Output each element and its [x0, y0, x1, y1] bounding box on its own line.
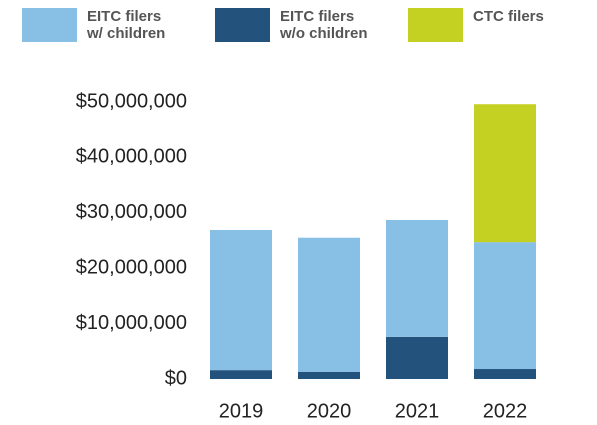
- bar-segment: [474, 242, 536, 370]
- x-tick-label: 2020: [307, 400, 352, 422]
- y-tick-label: $40,000,000: [76, 146, 187, 168]
- y-tick-label: $0: [165, 367, 187, 389]
- legend-item: EITC filers w/o children: [215, 8, 372, 42]
- legend-item: CTC filers: [408, 8, 565, 42]
- y-tick-label: $10,000,000: [76, 312, 187, 334]
- bar-segment: [298, 371, 360, 379]
- x-tick-label: 2021: [395, 400, 440, 422]
- y-tick-label: $30,000,000: [76, 201, 187, 223]
- legend-label: EITC filers w/o children: [280, 8, 368, 42]
- y-tick-label: $50,000,000: [76, 90, 187, 112]
- legend-item: EITC filers w/ children: [22, 8, 179, 42]
- y-tick-label: $20,000,000: [76, 256, 187, 278]
- bar-segment: [474, 369, 536, 379]
- bar-segment: [210, 229, 272, 371]
- bar-segment: [474, 104, 536, 243]
- bar-segment: [386, 220, 448, 337]
- bar-segment: [210, 370, 272, 379]
- x-tick-label: 2022: [483, 400, 528, 422]
- legend-label: CTC filers: [473, 8, 544, 25]
- x-tick-label: 2019: [219, 400, 264, 422]
- bar-segment: [298, 237, 360, 372]
- legend-swatch: [215, 8, 270, 42]
- bar-segment: [386, 336, 448, 379]
- legend-swatch: [22, 8, 77, 42]
- legend-label: EITC filers w/ children: [87, 8, 166, 42]
- legend-swatch: [408, 8, 463, 42]
